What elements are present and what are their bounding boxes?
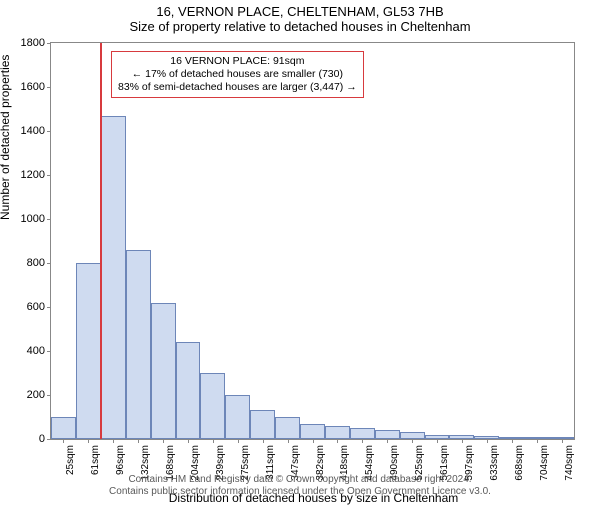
x-tick-mark	[238, 439, 239, 443]
histogram-bar	[101, 116, 126, 439]
y-tick-label: 1000	[5, 213, 51, 225]
property-marker-line	[100, 43, 102, 439]
x-tick-mark	[487, 439, 488, 443]
page-subtitle: Size of property relative to detached ho…	[0, 19, 600, 34]
x-tick-mark	[462, 439, 463, 443]
footer: Contains HM Land Registry data © Crown c…	[0, 474, 600, 498]
y-tick-mark	[47, 43, 51, 44]
annotation-line2: ← 17% of detached houses are smaller (73…	[118, 68, 357, 81]
x-tick-mark	[313, 439, 314, 443]
plot-area: 02004006008001000120014001600180025sqm61…	[50, 42, 575, 440]
x-tick-mark	[562, 439, 563, 443]
histogram-bar	[76, 263, 101, 439]
x-tick-mark	[113, 439, 114, 443]
x-tick-mark	[63, 439, 64, 443]
histogram-bar	[151, 303, 176, 439]
y-tick-label: 1600	[5, 81, 51, 93]
histogram-bar	[200, 373, 225, 439]
y-tick-label: 600	[5, 301, 51, 313]
x-tick-mark	[362, 439, 363, 443]
y-tick-mark	[47, 87, 51, 88]
histogram-bar	[275, 417, 300, 439]
y-axis-label: Number of detached properties	[0, 55, 12, 220]
histogram-bar	[176, 342, 201, 439]
x-tick-mark	[88, 439, 89, 443]
x-tick-mark	[437, 439, 438, 443]
y-tick-mark	[47, 351, 51, 352]
y-tick-mark	[47, 263, 51, 264]
y-tick-label: 1200	[5, 169, 51, 181]
x-tick-mark	[412, 439, 413, 443]
y-tick-label: 1800	[5, 37, 51, 49]
y-tick-mark	[47, 131, 51, 132]
x-tick-mark	[288, 439, 289, 443]
y-tick-mark	[47, 175, 51, 176]
histogram-bar	[350, 428, 375, 439]
histogram-bar	[300, 424, 325, 439]
y-tick-label: 1400	[5, 125, 51, 137]
x-tick-mark	[512, 439, 513, 443]
x-tick-mark	[537, 439, 538, 443]
y-tick-label: 800	[5, 257, 51, 269]
histogram-bar	[126, 250, 151, 439]
footer-line1: Contains HM Land Registry data © Crown c…	[0, 474, 600, 486]
histogram-bar	[250, 410, 275, 439]
histogram-bar	[51, 417, 76, 439]
x-tick-mark	[263, 439, 264, 443]
annotation-box: 16 VERNON PLACE: 91sqm← 17% of detached …	[111, 51, 364, 98]
histogram-bar	[375, 430, 400, 439]
y-tick-mark	[47, 219, 51, 220]
page-title: 16, VERNON PLACE, CHELTENHAM, GL53 7HB	[0, 4, 600, 19]
y-tick-label: 200	[5, 389, 51, 401]
histogram-bar	[400, 432, 425, 439]
footer-line2: Contains public sector information licen…	[0, 486, 600, 498]
x-tick-mark	[138, 439, 139, 443]
x-tick-mark	[163, 439, 164, 443]
chart-area: 02004006008001000120014001600180025sqm61…	[50, 42, 575, 440]
y-tick-mark	[47, 439, 51, 440]
x-tick-mark	[188, 439, 189, 443]
annotation-line3: 83% of semi-detached houses are larger (…	[118, 81, 357, 94]
y-tick-label: 0	[5, 433, 51, 445]
y-tick-mark	[47, 307, 51, 308]
x-tick-mark	[387, 439, 388, 443]
y-tick-mark	[47, 395, 51, 396]
y-tick-label: 400	[5, 345, 51, 357]
histogram-bar	[225, 395, 250, 439]
x-tick-mark	[213, 439, 214, 443]
annotation-line1: 16 VERNON PLACE: 91sqm	[118, 55, 357, 68]
histogram-bar	[325, 426, 350, 439]
x-tick-mark	[337, 439, 338, 443]
